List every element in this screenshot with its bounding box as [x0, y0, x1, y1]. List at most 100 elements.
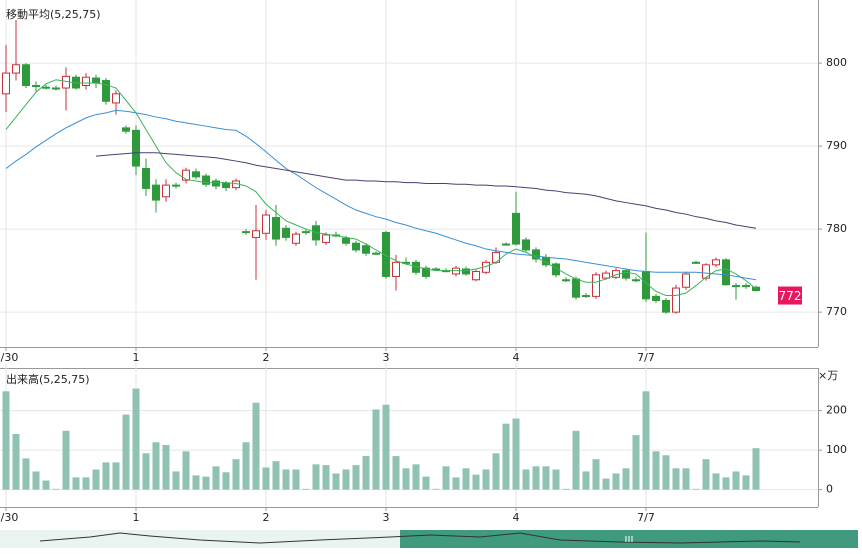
- candle-body: [32, 85, 40, 88]
- y-tick-label: 200: [826, 404, 847, 417]
- candle-body: [322, 234, 330, 243]
- volume-bar: [332, 473, 340, 490]
- volume-bar: [202, 476, 210, 490]
- volume-bar: [452, 477, 460, 490]
- volume-bar: [682, 468, 690, 490]
- volume-bar: [442, 466, 450, 490]
- volume-bar: [232, 459, 240, 490]
- candle-body: [392, 261, 400, 277]
- volume-bar: [492, 453, 500, 490]
- candle-body: [82, 76, 90, 87]
- candle-body: [662, 300, 670, 313]
- volume-bar: [152, 442, 160, 490]
- volume-bar: [632, 435, 640, 490]
- candle-body: [192, 171, 200, 178]
- volume-bar: [702, 459, 710, 490]
- navigator[interactable]: [0, 530, 858, 548]
- volume-bar: [722, 477, 730, 490]
- candle-body: [692, 261, 700, 264]
- volume-bar: [542, 466, 550, 490]
- candle-body: [732, 285, 740, 288]
- main-title: 移動平均(5,25,75): [6, 7, 101, 21]
- volume-bar: [472, 474, 480, 490]
- volume-title: 出来高(5,25,75): [6, 372, 90, 386]
- volume-bar: [312, 464, 320, 490]
- candle-body: [172, 184, 180, 187]
- x-tick-label: 6/30: [0, 511, 18, 524]
- volume-bar: [372, 409, 380, 490]
- x-tick-label: 3: [383, 511, 390, 524]
- candle-body: [652, 295, 660, 302]
- candle-body: [162, 184, 170, 198]
- x-tick-label: 3: [383, 351, 390, 364]
- candle-body: [242, 231, 250, 234]
- candle-body: [152, 184, 160, 201]
- volume-bar: [712, 473, 720, 490]
- volume-bar: [132, 388, 140, 490]
- candle-body: [202, 175, 210, 185]
- candle-body: [512, 212, 520, 245]
- candle-body: [142, 168, 150, 189]
- candle-body: [592, 274, 600, 297]
- volume-bar: [62, 430, 70, 490]
- volume-bar: [432, 488, 440, 490]
- volume-bar: [42, 480, 50, 490]
- volume-bar: [732, 471, 740, 490]
- volume-bar: [322, 465, 330, 490]
- volume-bar: [612, 473, 620, 490]
- volume-bar: [92, 469, 100, 490]
- candle-body: [682, 273, 690, 288]
- candle-body: [532, 249, 540, 260]
- volume-bar: [302, 488, 310, 490]
- candle-body: [702, 264, 710, 279]
- volume-bar: [342, 469, 350, 490]
- candle-body: [572, 278, 580, 298]
- x-tick-label: 2: [263, 511, 270, 524]
- candle-body: [342, 237, 350, 244]
- candle-body: [252, 230, 260, 238]
- candle-body: [722, 259, 730, 286]
- volume-bar: [602, 478, 610, 490]
- x-tick-label: 4: [513, 351, 520, 364]
- x-tick-label: 7/7: [637, 511, 655, 524]
- candle-body: [622, 270, 630, 279]
- navigator-grip[interactable]: [625, 536, 633, 542]
- y-tick-label: 0: [826, 483, 833, 496]
- candle-body: [712, 259, 720, 266]
- candle-body: [472, 270, 480, 281]
- volume-bar: [512, 418, 520, 490]
- y-tick-label: 780: [826, 222, 847, 235]
- volume-bar: [652, 451, 660, 490]
- candle-body: [112, 93, 120, 104]
- volume-bar: [162, 445, 170, 490]
- candle-body: [562, 279, 570, 282]
- candle-body: [432, 268, 440, 271]
- volume-bar: [32, 471, 40, 490]
- candle-body: [742, 285, 750, 288]
- candle-body: [22, 64, 30, 87]
- candle-body: [502, 243, 510, 246]
- volume-bar: [22, 458, 30, 490]
- volume-bar: [462, 468, 470, 490]
- volume-bar: [262, 467, 270, 490]
- volume-bar: [352, 465, 360, 490]
- candle-body: [182, 169, 190, 181]
- candle-body: [292, 233, 300, 244]
- candle-body: [602, 272, 610, 279]
- volume-bar: [212, 466, 220, 490]
- volume-bar: [522, 469, 530, 490]
- x-tick-label: 2: [263, 351, 270, 364]
- candle-body: [272, 217, 280, 240]
- candle-body: [132, 129, 140, 167]
- volume-bar: [52, 488, 60, 490]
- volume-bar: [582, 471, 590, 490]
- volume-bar: [112, 462, 120, 490]
- x-tick-label: 6/30: [0, 351, 18, 364]
- y-tick-label: 100: [826, 443, 847, 456]
- volume-bar: [642, 391, 650, 490]
- volume-bar: [592, 459, 600, 490]
- volume-bar: [192, 475, 200, 490]
- volume-bar: [622, 468, 630, 490]
- x-tick-label: 7/7: [637, 351, 655, 364]
- volume-bar: [742, 475, 750, 490]
